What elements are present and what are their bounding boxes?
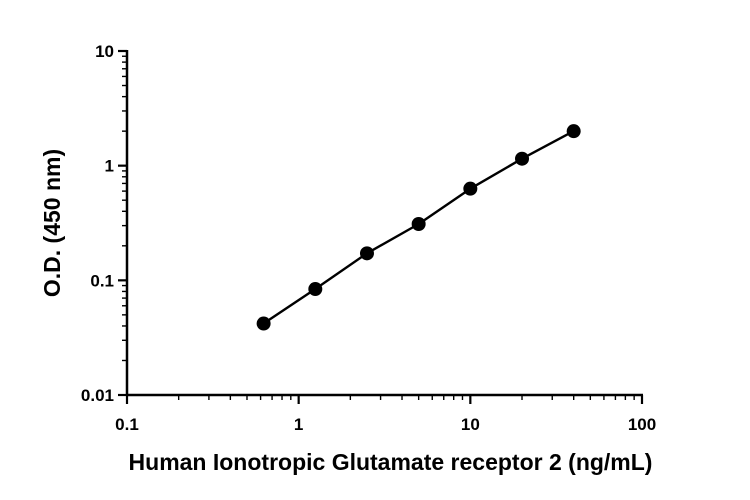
data-point	[566, 124, 581, 139]
x-axis-title: Human Ionotropic Glutamate receptor 2 (n…	[129, 449, 653, 475]
data-point	[515, 151, 530, 166]
y-tick-label: 1	[105, 157, 114, 176]
x-tick-label: 0.1	[115, 415, 139, 434]
major-ticks	[118, 49, 644, 404]
y-tick-label: 0.01	[81, 386, 114, 405]
data-point	[411, 216, 426, 231]
y-tick-label: 10	[95, 42, 114, 61]
y-tick-label: 0.1	[90, 271, 114, 290]
minor-ticks	[122, 55, 635, 400]
data-point	[463, 181, 478, 196]
x-tick-label: 10	[461, 415, 480, 434]
y-tick-labels: 0.01 0.1 1 10	[81, 42, 114, 405]
y-axis-title: O.D. (450 nm)	[39, 149, 65, 297]
x-tick-label: 1	[294, 415, 303, 434]
series-layer	[256, 124, 581, 331]
data-point	[308, 282, 323, 297]
data-point	[359, 246, 374, 261]
x-tick-label: 100	[628, 415, 656, 434]
data-point	[256, 316, 271, 331]
x-tick-labels: 0.1 1 10 100	[115, 415, 656, 434]
